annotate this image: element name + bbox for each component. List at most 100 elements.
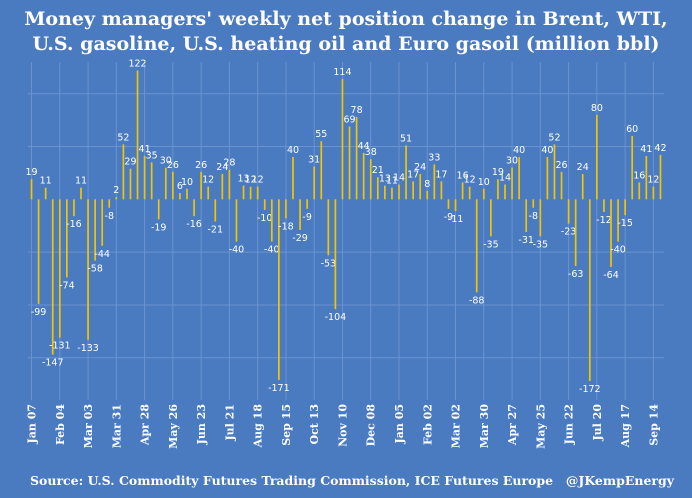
bar — [37, 199, 40, 304]
data-label: -10 — [257, 213, 273, 224]
chart-subtitle: U.S. gasoline, U.S. heating oil and Euro… — [32, 33, 660, 55]
data-label: 52 — [548, 132, 560, 143]
data-label: -131 — [49, 341, 71, 352]
data-label: -31 — [518, 235, 534, 246]
x-tick-label: Sep 15 — [280, 404, 293, 446]
data-label: -21 — [208, 224, 224, 235]
data-label: 52 — [117, 132, 129, 143]
data-label: 17 — [407, 169, 419, 180]
data-label: -15 — [617, 218, 633, 229]
bar — [228, 169, 231, 200]
bar — [567, 199, 570, 224]
data-label: -147 — [42, 358, 64, 369]
bar — [172, 171, 174, 200]
data-label: 26 — [195, 160, 207, 171]
bar — [256, 186, 259, 200]
data-label: 11 — [40, 176, 52, 187]
x-tick-label: Apr 28 — [139, 404, 152, 447]
bar — [511, 167, 513, 200]
bar — [214, 199, 217, 222]
data-label: 69 — [343, 114, 355, 125]
data-label: 40 — [287, 145, 299, 156]
x-tick-label: Feb 04 — [54, 404, 67, 445]
data-label: 55 — [315, 129, 327, 140]
bar — [164, 167, 167, 200]
data-label: 10 — [181, 177, 193, 188]
data-label: 12 — [464, 175, 476, 186]
data-label: 41 — [640, 144, 652, 155]
data-label: 8 — [424, 179, 430, 190]
data-label: 17 — [435, 169, 447, 180]
x-tick-label: Nov 10 — [336, 404, 349, 447]
data-label: -44 — [94, 249, 110, 260]
bar — [235, 199, 238, 242]
bar — [249, 186, 252, 200]
chart-title: Money managers' weekly net position chan… — [24, 8, 668, 30]
data-label: 122 — [128, 58, 146, 69]
data-label: -12 — [596, 215, 612, 226]
x-tick-label: Jul 21 — [223, 404, 236, 442]
bar — [659, 154, 662, 200]
bar — [560, 171, 563, 200]
data-label: 60 — [626, 124, 638, 135]
bar — [278, 199, 280, 380]
data-label: -53 — [321, 258, 337, 269]
bar — [101, 199, 104, 246]
data-label: 11 — [386, 176, 398, 187]
bar — [652, 186, 655, 200]
bar — [51, 199, 54, 355]
data-label: -18 — [278, 221, 294, 232]
bar — [631, 135, 634, 200]
data-label: 38 — [365, 147, 377, 158]
bar — [596, 114, 598, 200]
data-label: 19 — [492, 167, 504, 178]
bar — [525, 199, 528, 233]
bar — [136, 70, 139, 200]
bar — [334, 199, 337, 310]
data-label: 26 — [555, 160, 567, 171]
data-label: -64 — [603, 270, 619, 281]
data-label: 40 — [513, 145, 525, 156]
data-label: -40 — [229, 245, 245, 256]
data-label: 41 — [139, 144, 151, 155]
x-tick-label: Aug 18 — [252, 404, 265, 449]
data-label: 28 — [223, 158, 235, 169]
bar — [122, 144, 125, 200]
data-label: -8 — [529, 211, 538, 222]
x-tick-label: Mar 30 — [478, 404, 491, 449]
bar — [433, 164, 436, 200]
x-tick-label: Jun 23 — [195, 404, 208, 445]
bar — [440, 181, 443, 200]
data-label: 31 — [308, 155, 320, 166]
bar — [603, 199, 605, 212]
bar — [504, 184, 506, 200]
data-label: 2 — [113, 185, 119, 196]
x-tick-label: Jan 05 — [393, 404, 406, 444]
bar — [518, 157, 520, 200]
data-label: -74 — [59, 280, 75, 291]
data-label: 44 — [358, 141, 370, 152]
bar — [263, 199, 266, 210]
data-label: 33 — [428, 152, 440, 163]
data-label: -172 — [579, 384, 601, 395]
x-tick-label: Jul 20 — [591, 404, 604, 442]
source-note: Source: U.S. Commodity Futures Trading C… — [30, 473, 554, 488]
data-label: -40 — [610, 245, 626, 256]
bar — [200, 171, 202, 200]
data-label: -16 — [66, 219, 82, 230]
data-label: -8 — [105, 211, 114, 222]
bar — [617, 199, 619, 242]
data-label: 40 — [541, 145, 553, 156]
data-label: 12 — [647, 175, 659, 186]
bar — [207, 186, 210, 200]
data-label: 114 — [333, 67, 351, 78]
data-label: 26 — [167, 160, 179, 171]
data-label: -19 — [151, 222, 167, 233]
bar — [115, 197, 118, 200]
data-label: 78 — [351, 105, 363, 116]
data-label: -23 — [561, 227, 577, 238]
bar — [270, 199, 273, 242]
bar — [475, 199, 478, 293]
bar — [150, 162, 153, 200]
x-tick-label: Apr 27 — [506, 404, 519, 446]
